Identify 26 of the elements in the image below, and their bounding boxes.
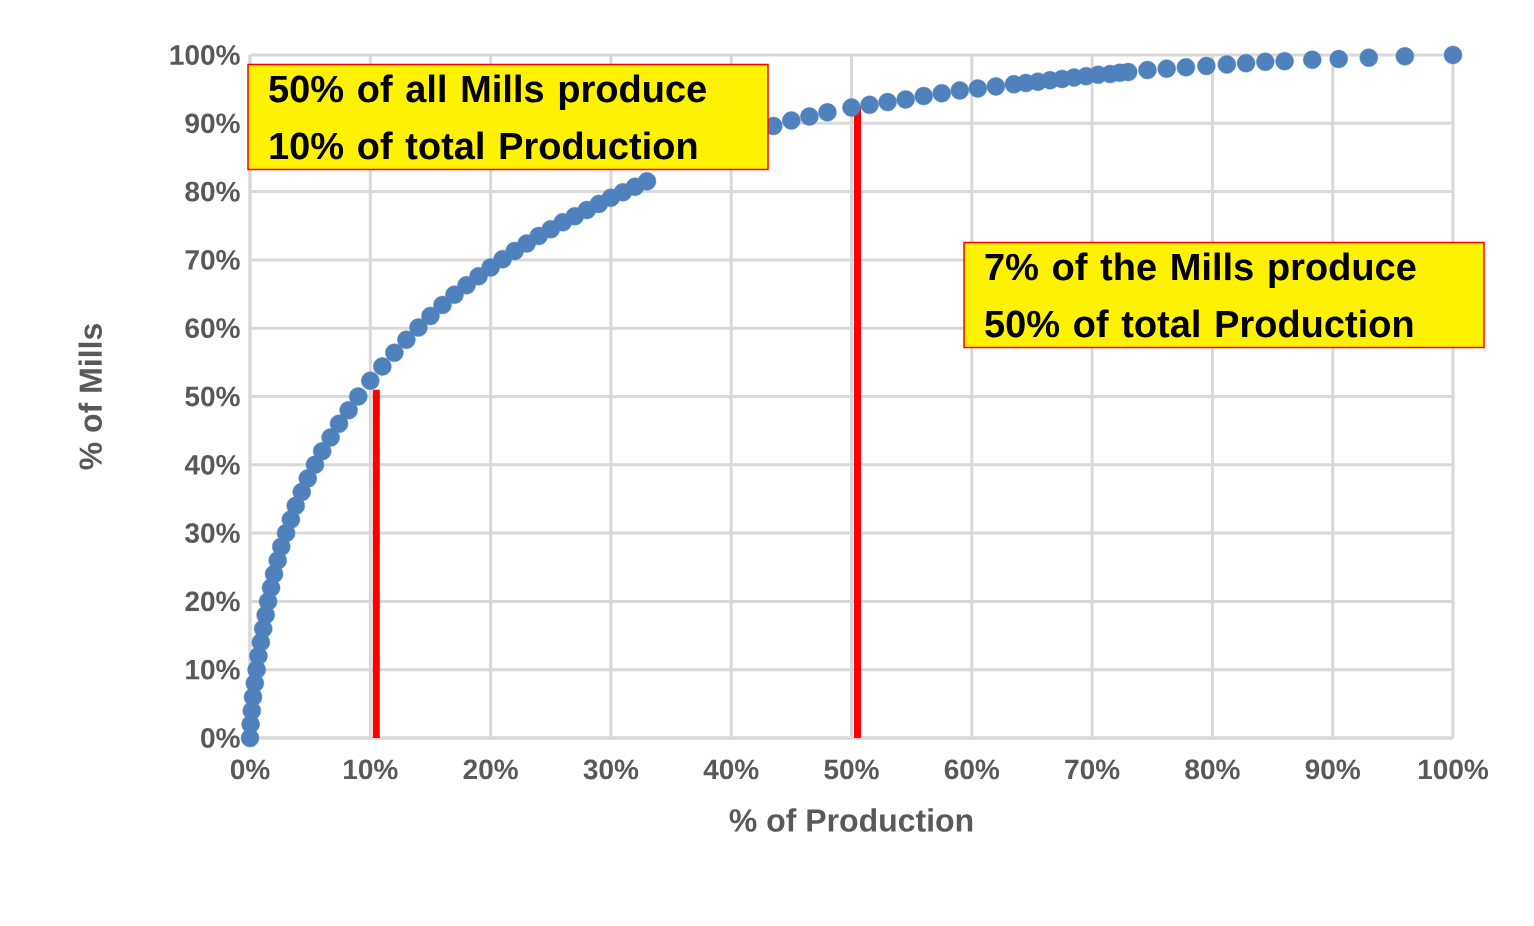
x-tick-label: 40% xyxy=(703,759,759,780)
y-tick-label: 100% xyxy=(170,45,240,65)
x-tick-label: 90% xyxy=(1305,759,1360,780)
y-tick-label: 80% xyxy=(185,181,240,202)
y-axis-title: % of Mills xyxy=(78,324,102,470)
x-tick-label: 60% xyxy=(944,759,1000,780)
y-tick-label: 10% xyxy=(186,659,240,680)
x-tick-label: 80% xyxy=(1185,759,1240,780)
y-tick-label: 60% xyxy=(185,318,240,339)
annotation: 50% of all Mills produce 10% of total Production xyxy=(269,74,706,160)
y-tick-label: 90% xyxy=(185,113,240,134)
y-tick-label: 50% xyxy=(185,386,240,407)
x-tick-label: 50% xyxy=(824,759,879,780)
y-tick-label: 20% xyxy=(185,591,240,612)
y-tick-label: 40% xyxy=(184,454,240,475)
x-axis-title: % of Production xyxy=(729,808,973,832)
x-tick-label: 0% xyxy=(230,759,270,780)
annotation: 7% of the Mills produce 50% of total Production xyxy=(985,252,1416,338)
x-tick-label: 30% xyxy=(583,759,639,780)
y-tick-label: 0% xyxy=(201,728,240,748)
x-tick-label: 100% xyxy=(1418,759,1489,780)
x-tick-label: 70% xyxy=(1065,759,1120,780)
y-tick-label: 70% xyxy=(185,249,240,270)
y-tick-label: 30% xyxy=(185,523,240,544)
x-tick-label: 20% xyxy=(463,759,518,780)
x-tick-label: 10% xyxy=(344,759,398,780)
